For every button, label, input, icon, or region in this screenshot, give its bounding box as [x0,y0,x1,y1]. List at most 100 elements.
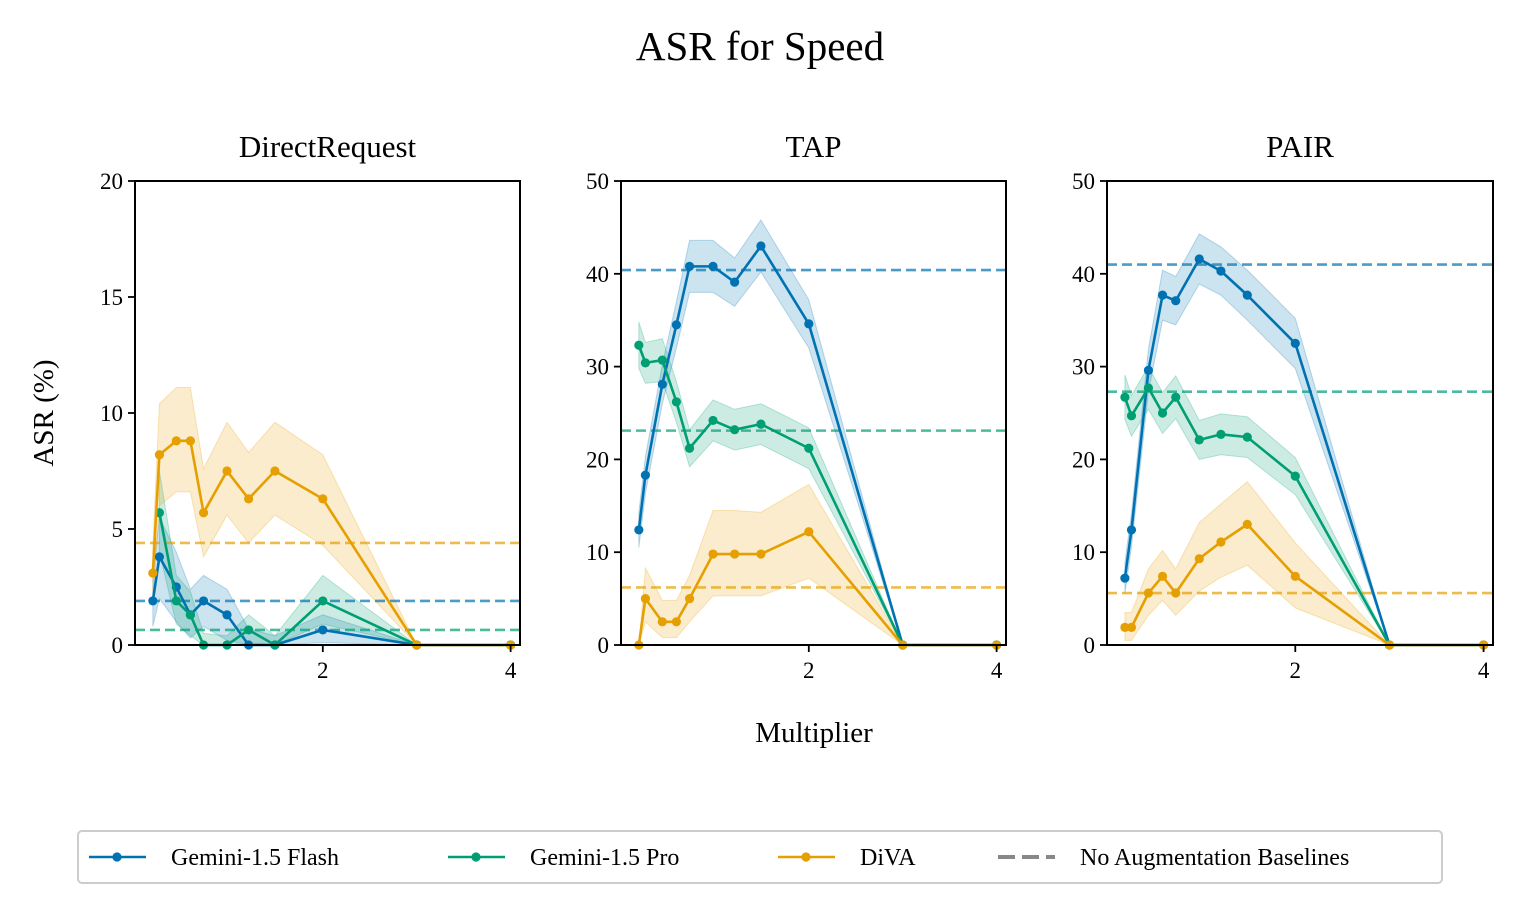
point-gemini-1-5-pro-directrequest [185,610,196,620]
point-gemini-1-5-flash-pair [1120,573,1130,583]
panel-tap: TAP 0 10 20 30 40 50 2 4 [586,129,1007,683]
y-tick-label-directrequest: 15 [100,285,123,310]
point-gemini-1-5-pro-tap [634,340,644,350]
point-gemini-1-5-flash-tap [730,277,740,287]
y-tick-label-pair: 50 [1072,169,1095,194]
point-gemini-1-5-pro-pair [1290,471,1300,481]
point-gemini-1-5-flash-directrequest [318,625,328,635]
y-tick-label-tap: 40 [586,262,609,287]
point-diva-pair [1171,588,1181,598]
legend-swatch-marker [471,852,481,862]
point-gemini-1-5-flash-directrequest [222,610,232,620]
point-gemini-1-5-flash-pair [1157,290,1168,300]
point-gemini-1-5-pro-directrequest [244,625,254,635]
figure-title: ASR for Speed [636,23,884,69]
point-diva-directrequest [270,466,280,476]
point-gemini-1-5-pro-pair [1216,429,1226,439]
point-gemini-1-5-pro-tap [804,443,814,453]
point-gemini-1-5-flash-pair [1290,338,1300,348]
point-gemini-1-5-pro-tap [671,397,682,407]
point-gemini-1-5-flash-pair [1171,296,1181,306]
point-gemini-1-5-flash-tap [640,470,651,480]
point-diva-pair [1157,571,1168,581]
point-gemini-1-5-pro-tap [730,425,740,435]
y-tick-label-pair: 20 [1072,447,1095,472]
point-diva-tap [756,549,766,559]
point-gemini-1-5-pro-tap [657,355,667,365]
point-diva-pair [1216,537,1226,547]
axes-frame-pair [1106,180,1494,646]
point-diva-pair [1126,622,1137,632]
legend-label-gemini-1-5-pro: Gemini-1.5 Pro [530,845,679,871]
legend-entry-diva: DiVA [778,845,916,871]
point-gemini-1-5-flash-tap [634,525,644,535]
panel-title-tap: TAP [785,129,841,164]
point-gemini-1-5-flash-tap [684,261,695,271]
point-gemini-1-5-flash-tap [657,379,667,389]
legend-label-diva: DiVA [860,845,916,871]
y-tick-label-tap: 10 [586,540,609,565]
point-gemini-1-5-pro-tap [640,358,651,368]
point-diva-directrequest [318,494,328,504]
point-diva-tap [640,594,651,604]
point-gemini-1-5-pro-pair [1120,392,1130,402]
legend-swatch-marker [801,852,811,862]
point-gemini-1-5-flash-directrequest [198,596,209,606]
point-gemini-1-5-flash-pair [1143,365,1154,375]
point-diva-pair [1143,588,1154,598]
legend-label-gemini-1-5-flash: Gemini-1.5 Flash [171,845,339,871]
point-gemini-1-5-flash-pair [1216,266,1226,276]
point-diva-directrequest [198,508,209,518]
point-gemini-1-5-flash-tap [708,261,718,271]
point-diva-tap [671,617,682,627]
x-tick-label-pair: 2 [1290,658,1302,683]
legend-items: Gemini-1.5 Flash Gemini-1.5 Pro DiVA No Aug… [89,845,1349,871]
point-gemini-1-5-flash-tap [756,241,766,251]
point-diva-pair [1242,519,1252,529]
x-tick-label-tap: 4 [991,658,1003,683]
point-gemini-1-5-pro-pair [1194,435,1204,445]
legend-entry-no-augmentation-baselines: No Augmentation Baselines [998,845,1349,871]
point-diva-directrequest [154,450,165,460]
panel-title-pair: PAIR [1266,129,1334,164]
legend-entry-gemini-1-5-pro: Gemini-1.5 Pro [448,845,679,871]
x-axis-label: Multiplier [755,717,873,749]
y-tick-label-tap: 30 [586,355,609,380]
point-diva-tap [657,617,667,627]
legend-entry-gemini-1-5-flash: Gemini-1.5 Flash [89,845,339,871]
point-diva-tap [804,527,814,537]
y-tick-label-directrequest: 20 [100,169,123,194]
y-tick-label-directrequest: 0 [112,633,124,658]
panel-pair: PAIR 0 10 20 30 40 50 2 4 [1072,129,1494,683]
point-gemini-1-5-pro-directrequest [171,596,181,606]
point-gemini-1-5-flash-pair [1126,525,1137,535]
point-diva-tap [730,549,740,559]
y-tick-label-pair: 10 [1072,540,1095,565]
point-gemini-1-5-flash-pair [1194,254,1204,264]
point-gemini-1-5-pro-tap [756,419,766,429]
point-diva-directrequest [244,494,254,504]
y-axis-label: ASR (%) [28,359,60,466]
legend-swatch-marker [112,852,122,862]
legend-frame [77,830,1443,884]
x-tick-label-pair: 4 [1478,658,1490,683]
point-gemini-1-5-flash-pair [1242,290,1252,300]
band-diva-tap [638,483,997,646]
panel-title-directrequest: DirectRequest [239,129,417,164]
point-gemini-1-5-pro-pair [1171,392,1181,402]
axes-frame-tap [620,180,1007,646]
y-tick-label-pair: 30 [1072,355,1095,380]
point-gemini-1-5-pro-tap [684,443,695,453]
point-diva-directrequest [222,466,232,476]
point-gemini-1-5-flash-directrequest [154,552,165,562]
y-tick-label-tap: 50 [586,169,609,194]
point-diva-tap [708,549,718,559]
x-tick-label-directrequest: 2 [317,658,329,683]
y-tick-label-tap: 20 [586,447,609,472]
point-diva-directrequest [185,436,196,446]
point-gemini-1-5-flash-directrequest [148,596,158,606]
point-diva-tap [684,594,695,604]
